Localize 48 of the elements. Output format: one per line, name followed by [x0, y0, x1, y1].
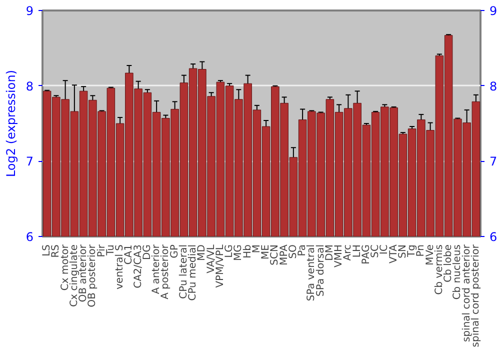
x-tick-label: IC — [379, 244, 390, 254]
x-tick-label: DG — [142, 244, 153, 260]
y-tick-label: 6 — [26, 230, 34, 244]
y2-tick-label: 8 — [490, 79, 498, 94]
x-tick-label: PAG — [360, 244, 372, 264]
x-tick-label: CA1 — [124, 244, 135, 265]
x-tick-label: OB posterior — [87, 244, 98, 308]
x-tick-label: RS — [50, 244, 62, 258]
x-tick-label: VA/VL — [206, 244, 217, 274]
x-tick-label: spinal cord posterior — [470, 244, 482, 348]
x-tick-label: Pn — [416, 244, 427, 257]
y2-tick-label: 6 — [490, 230, 498, 244]
x-tick-label: SPa dorsal — [315, 244, 326, 296]
x-tick-label: CPu lateral — [178, 244, 190, 299]
x-tick-label: Tu — [105, 244, 116, 256]
x-tick-label: Hb — [242, 244, 254, 258]
x-tick-label: Cb nucleus — [452, 244, 464, 300]
x-tick-label: SO — [288, 244, 299, 259]
y-tick-label: 9 — [26, 4, 34, 18]
x-tick-label: CA2/CA3 — [132, 244, 144, 288]
x-tick-label: SPa ventral — [306, 244, 318, 302]
y2-tick-label: 7 — [490, 154, 498, 169]
x-tick-label: Cb lobe — [443, 244, 454, 282]
x-tick-label: MD — [196, 244, 208, 261]
x-tick-label: A posterior — [160, 244, 172, 300]
x-tick-label: GP — [169, 244, 180, 258]
y-tick-label: 8 — [26, 79, 34, 94]
x-tick-label: Arc — [342, 244, 354, 261]
x-tick-label: VTA — [388, 244, 400, 264]
x-tick-label: SCN — [270, 244, 281, 266]
x-tick-label: SN — [397, 244, 408, 258]
x-tick-label: Pa — [297, 244, 308, 256]
x-tick-label: M — [251, 244, 262, 254]
x-tick-label: MVe — [424, 244, 436, 266]
x-tick-label: MPA — [278, 244, 290, 266]
x-tick-label: MG — [233, 244, 244, 261]
x-tick-label: Tg — [406, 244, 418, 258]
y-axis-title: Log2 (expression) — [4, 70, 18, 177]
y-tick-label: 7 — [26, 154, 34, 169]
x-tick-label: Cx motor — [60, 244, 71, 291]
x-tick-label: spinal cord anterior — [461, 244, 472, 342]
x-tick-label: Pir — [96, 244, 108, 258]
x-tick-label: DM — [324, 244, 336, 261]
x-tick-label: VPM/VPL — [214, 244, 226, 288]
x-tick-label: LH — [352, 244, 363, 258]
x-tick-label: Cb vermis — [434, 244, 445, 295]
x-tick-label: Cx cingulate — [68, 244, 80, 307]
y2-tick-label: 9 — [490, 4, 498, 18]
